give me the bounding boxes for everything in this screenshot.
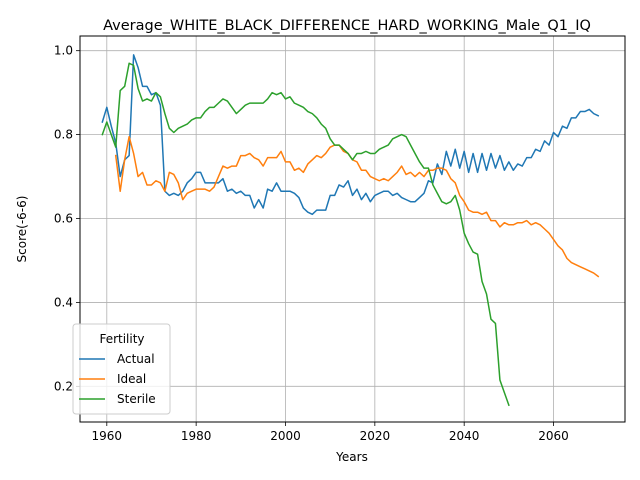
series-line-ideal: [114, 135, 600, 278]
series-layer: [101, 54, 600, 407]
y-tick-label: 0.8: [54, 128, 73, 142]
grid-lines: [80, 36, 625, 422]
legend-item-actual: Actual: [79, 352, 155, 366]
legend-label: Ideal: [117, 372, 146, 386]
y-axis-ticks: 0.2 0.4 0.6 0.8 1.0: [54, 44, 80, 393]
legend-item-sterile: Sterile: [79, 392, 156, 406]
legend-title: Fertility: [99, 332, 144, 346]
y-tick-label: 0.6: [54, 212, 73, 226]
legend-label: Actual: [117, 352, 155, 366]
legend-item-ideal: Ideal: [79, 372, 146, 386]
series-line-actual: [101, 54, 600, 216]
x-tick-label: 1960: [92, 429, 123, 443]
legend-box: [72, 323, 171, 415]
x-tick-label: 2040: [449, 429, 480, 443]
chart-title: Average_WHITE_BLACK_DIFFERENCE_HARD_WORK…: [103, 18, 591, 34]
x-axis-label: Years: [335, 450, 368, 464]
legend-label: Sterile: [117, 392, 156, 406]
y-tick-label: 0.4: [54, 295, 73, 309]
y-tick-label: 1.0: [54, 44, 73, 58]
x-axis-ticks: 1960 1980 2000 2020 2040 2060: [92, 422, 569, 443]
x-tick-label: 2000: [270, 429, 301, 443]
x-tick-label: 2020: [360, 429, 391, 443]
x-tick-label: 2060: [538, 429, 569, 443]
y-axis-label: Score(-6-6): [15, 196, 29, 263]
legend-items: Actual Ideal Sterile: [79, 352, 156, 406]
series-line-sterile: [101, 62, 510, 407]
y-tick-label: 0.2: [54, 379, 73, 393]
plot-frame: [79, 35, 626, 423]
x-tick-label: 1980: [181, 429, 212, 443]
legend: Fertility Actual Ideal Sterile: [72, 323, 171, 415]
